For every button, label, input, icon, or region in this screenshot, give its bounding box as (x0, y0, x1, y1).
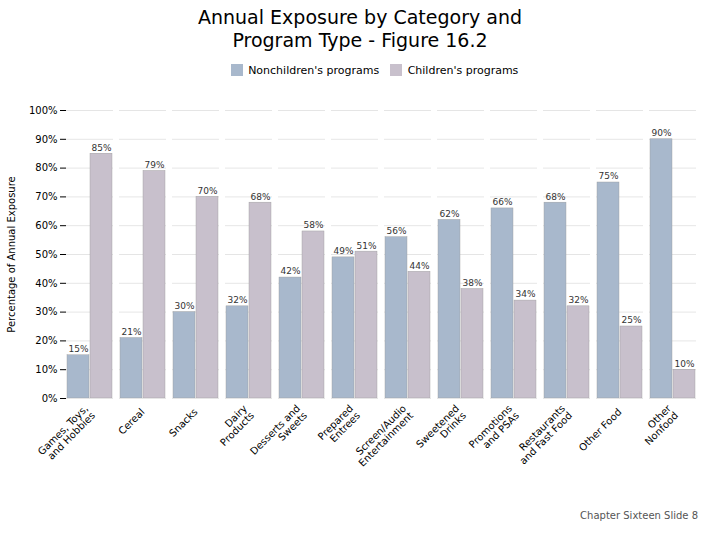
svg-text:Snacks: Snacks (167, 406, 200, 439)
svg-text:85%: 85% (91, 143, 111, 153)
svg-text:79%: 79% (144, 160, 164, 170)
svg-text:Screen/AudioEntertainment: Screen/AudioEntertainment (349, 403, 415, 469)
svg-text:Other Food: Other Food (577, 406, 624, 453)
svg-text:90%: 90% (35, 134, 57, 145)
html-text:Children's programs: Children's programs (407, 63, 519, 77)
svg-text:80%: 80% (35, 162, 57, 173)
svg-text:56%: 56% (386, 226, 406, 236)
svg-text:25%: 25% (621, 315, 641, 325)
svg-text:49%: 49% (333, 246, 353, 256)
svg-text:70%: 70% (35, 191, 57, 202)
svg-text:51%: 51% (356, 241, 376, 251)
svg-text:38%: 38% (462, 278, 482, 288)
svg-text:15%: 15% (68, 344, 88, 354)
svg-text:58%: 58% (303, 220, 323, 230)
svg-text:32%: 32% (568, 295, 588, 305)
svg-text:44%: 44% (409, 261, 429, 271)
svg-text:Percentage of Annual Exposure: Percentage of Annual Exposure (6, 176, 17, 332)
html-text:Nonchildren's programs: Nonchildren's programs (248, 63, 380, 77)
svg-text:10%: 10% (35, 364, 57, 375)
svg-text:Promotionsand PSAs: Promotionsand PSAs (467, 403, 522, 458)
svg-text:34%: 34% (515, 290, 535, 300)
svg-text:70%: 70% (197, 186, 217, 196)
svg-text:21%: 21% (121, 327, 141, 337)
svg-text:32%: 32% (227, 295, 247, 305)
svg-text:66%: 66% (492, 197, 512, 207)
svg-text:20%: 20% (35, 335, 57, 346)
svg-text:Restaurantsand Fast Food: Restaurantsand Fast Food (510, 403, 574, 467)
svg-text:60%: 60% (35, 220, 57, 231)
svg-text:100%: 100% (29, 105, 58, 116)
svg-text:68%: 68% (250, 192, 270, 202)
svg-text:68%: 68% (545, 192, 565, 202)
svg-text:0%: 0% (42, 393, 58, 404)
svg-text:DairyProducts: DairyProducts (211, 403, 256, 448)
svg-text:Desserts andSweets: Desserts andSweets (248, 403, 309, 464)
svg-text:40%: 40% (35, 278, 57, 289)
svg-text:Cereal: Cereal (116, 406, 146, 436)
svg-text:10%: 10% (674, 359, 694, 369)
svg-text:75%: 75% (598, 171, 618, 181)
svg-text:30%: 30% (35, 306, 57, 317)
svg-text:OtherNonfood: OtherNonfood (636, 402, 681, 447)
svg-text:90%: 90% (651, 128, 671, 138)
html-text:Chapter Sixteen Slide 8: Chapter Sixteen Slide 8 (580, 510, 698, 522)
svg-text:PreparedEntrees: PreparedEntrees (316, 403, 363, 450)
svg-text:30%: 30% (174, 301, 194, 311)
svg-text:SweetenedDrinks: SweetenedDrinks (414, 403, 468, 457)
svg-text:62%: 62% (439, 209, 459, 219)
svg-text:Games, Toys,and Hobbies: Games, Toys,and Hobbies (36, 403, 98, 465)
html-text:Annual Exposure by Category an: Annual Exposure by Category and Program … (198, 6, 522, 51)
svg-text:50%: 50% (35, 249, 57, 260)
svg-text:42%: 42% (280, 267, 300, 277)
